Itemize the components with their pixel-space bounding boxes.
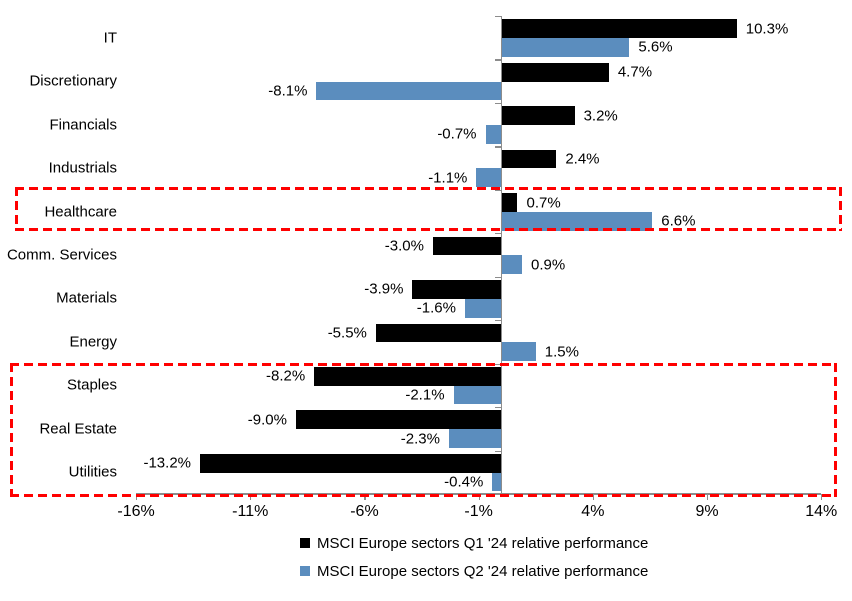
category-label-comm-services: Comm. Services [6,246,117,264]
category-label-healthcare: Healthcare [44,203,117,221]
category-label-industrials: Industrials [48,159,117,177]
bar-q2-it [501,38,630,57]
y-axis-line [500,16,503,494]
legend-item-q1: MSCI Europe sectors Q1 '24 relative perf… [300,534,649,552]
highlight-box-staples-real-estate-utilities-bottom-edge [10,494,837,497]
value-label-q2-materials: -1.6% [416,299,456,317]
y-axis-tick [494,407,502,409]
highlight-box-healthcare-left-edge [15,186,18,232]
value-label-q1-energy: -5.5% [327,324,367,342]
value-label-q2-healthcare: 6.6% [661,212,696,230]
value-label-q1-materials: -3.9% [364,280,404,298]
legend-swatch-q1-icon [300,538,310,548]
bar-q1-staples [314,367,502,386]
value-label-q2-industrials: -1.1% [428,169,468,187]
value-label-q2-real-estate: -2.3% [400,430,440,448]
value-label-q1-industrials: 2.4% [565,150,600,168]
value-label-q1-it: 10.3% [745,20,789,38]
bar-q2-real-estate [448,429,502,448]
category-label-materials: Materials [56,289,117,307]
value-label-q1-healthcare: 0.7% [526,194,561,212]
x-tick-label-9: 9% [695,503,719,520]
bar-q2-industrials [476,168,502,188]
legend-item-q2: MSCI Europe sectors Q2 '24 relative perf… [300,562,649,580]
y-axis-tick [494,233,502,235]
bar-q2-healthcare [501,211,653,231]
value-label-q1-discretionary: 4.7% [617,63,653,81]
value-label-q1-real-estate: -9.0% [247,411,287,429]
x-axis-line [136,493,822,495]
bar-q2-discretionary [316,81,502,101]
value-label-q2-comm-services: 0.9% [531,256,566,274]
value-label-q1-utilities: -13.2% [143,454,191,472]
x-axis-tick [250,494,252,500]
bar-q2-energy [501,342,536,361]
highlight-box-staples-real-estate-utilities-top-edge [10,362,837,366]
y-axis-tick [494,450,502,452]
x-axis-tick [707,494,709,500]
highlight-box-healthcare-bottom-edge [15,228,842,232]
value-label-q2-financials: -0.7% [437,125,477,143]
category-label-financials: Financials [49,116,117,134]
value-label-q1-financials: 3.2% [583,107,618,125]
highlight-box-staples-real-estate-utilities-left-edge [10,362,13,497]
y-axis-tick [494,146,502,148]
y-axis-tick [494,276,502,278]
value-label-q2-utilities: -0.4% [444,473,484,491]
legend-label-q2: MSCI Europe sectors Q2 '24 relative perf… [317,562,649,580]
bar-q1-utilities [200,453,502,473]
highlight-box-staples-real-estate-utilities-right-edge [834,362,837,497]
y-axis-tick [494,59,502,61]
x-tick-label-1: -1% [464,503,493,520]
bar-q1-it [501,19,737,39]
value-label-q2-discretionary: -8.1% [268,82,308,100]
y-axis-tick [494,16,502,18]
y-axis-tick [494,102,502,105]
category-label-discretionary: Discretionary [29,72,117,90]
highlight-box-healthcare-right-edge [839,186,842,232]
bar-q2-comm-services [501,255,523,275]
bar-q2-materials [464,298,502,318]
bar-q1-materials [412,280,502,299]
category-label-utilities: Utilities [68,463,117,481]
x-axis-tick [821,494,823,500]
value-label-q1-comm-services: -3.0% [384,237,424,255]
value-label-q2-it: 5.6% [638,38,673,56]
x-axis-tick [478,494,480,500]
x-tick-label-6: -6% [350,503,379,520]
bar-q2-utilities [492,472,502,492]
bar-q1-healthcare [501,193,518,212]
bar-q2-staples [453,385,502,405]
x-tick-label-11: -11% [232,503,269,520]
legend-swatch-q2-icon [300,566,310,576]
value-label-q2-staples: -2.1% [405,386,445,404]
bar-q1-industrials [501,149,557,169]
x-tick-label-14: 14% [805,503,838,520]
category-label-staples: Staples [66,376,117,394]
highlight-box-healthcare-top-edge [15,186,842,190]
category-label-it: IT [103,29,117,47]
x-tick-label-16: -16% [117,503,155,520]
x-axis-tick [592,494,595,500]
bar-q1-real-estate [295,410,502,430]
category-label-energy: Energy [69,333,117,351]
value-label-q2-energy: 1.5% [544,343,579,361]
bar-q2-financials [485,125,502,144]
x-axis-tick [364,494,366,500]
y-axis-tick [494,189,502,191]
bar-q1-financials [501,106,575,125]
bar-q1-comm-services [432,236,502,256]
value-label-q1-staples: -8.2% [266,367,306,385]
bar-q1-energy [375,323,502,343]
x-axis-tick [136,494,138,500]
x-tick-label-4: 4% [581,503,605,520]
bar-q1-discretionary [501,62,609,82]
category-label-real-estate: Real Estate [39,420,117,438]
legend-label-q1: MSCI Europe sectors Q1 '24 relative perf… [317,534,649,552]
y-axis-tick [494,320,502,322]
